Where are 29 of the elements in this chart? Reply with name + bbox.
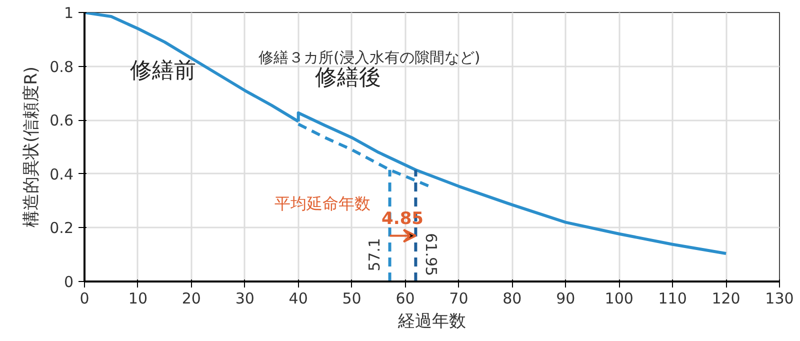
x-tick-label: 100 [604, 290, 634, 308]
x-tick-label: 30 [235, 290, 254, 308]
x-tick-label: 20 [182, 290, 201, 308]
x-tick-label: 70 [449, 290, 468, 308]
annotation: 4.85 [382, 209, 424, 229]
x-tick-label: 120 [712, 290, 740, 308]
y-tick-label: 0.4 [50, 165, 74, 184]
annotation: 平均延命年数 [274, 194, 370, 213]
x-tick-label: 50 [342, 290, 362, 308]
x-axis-title: 経過年数 [397, 312, 466, 332]
y-tick-label: 0.2 [50, 219, 74, 238]
y-tick-label: 0.8 [50, 58, 74, 76]
y-tick-label: 0 [64, 273, 74, 291]
x-tick-label: 130 [765, 290, 794, 308]
y-axis-title: 構造的異状(信頼度R) [22, 66, 42, 228]
x-tick-label: 0 [80, 290, 90, 308]
x-tick-label: 40 [288, 290, 308, 308]
x-tick-label: 110 [658, 290, 687, 308]
x-tick-label: 80 [502, 290, 522, 308]
annotation: 修繕３カ所(浸入水有の隙間など) [258, 48, 480, 66]
annotation: 61.95 [422, 233, 440, 276]
y-tick-label: 1 [64, 4, 74, 22]
series-label: 修繕前 [130, 58, 196, 84]
x-tick-label: 60 [396, 290, 415, 308]
series-label: 修繕後 [315, 65, 382, 90]
y-tick-label: 0.6 [50, 112, 74, 130]
annotation: 57.1 [365, 238, 384, 272]
x-tick-label: 10 [128, 290, 148, 308]
x-tick-label: 90 [556, 290, 576, 308]
